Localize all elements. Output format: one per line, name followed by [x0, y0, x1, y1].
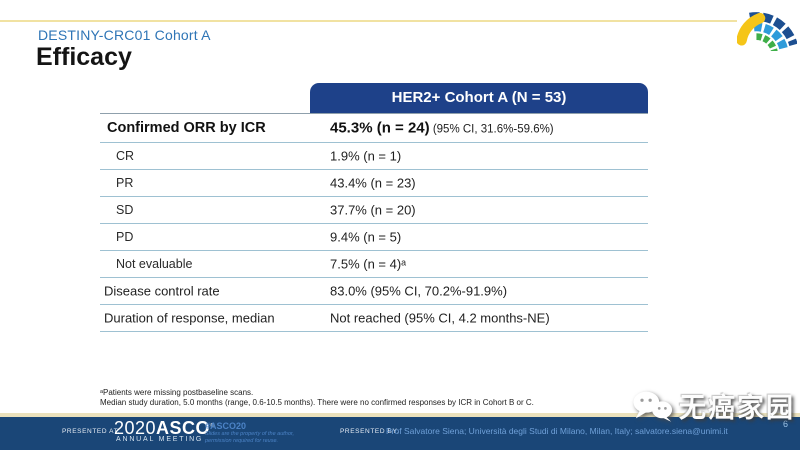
row-value: 1.9% (n = 1): [330, 148, 402, 164]
hashtag-disclaimer: Slides are the property of the author, p…: [205, 431, 294, 444]
table-row-cr: CR 1.9% (n = 1): [100, 143, 648, 170]
row-value: Not reached (95% CI, 4.2 months-NE): [330, 310, 550, 326]
table-row-not-evaluable: Not evaluable 7.5% (n = 4)ᵃ: [100, 251, 648, 278]
meeting-year: 2020: [114, 418, 157, 438]
presented-by-label: PRESENTED BY:: [340, 428, 400, 435]
page-title: Efficacy: [36, 43, 132, 71]
row-value: 37.7% (n = 20): [330, 202, 416, 218]
footer-bar: PRESENTED AT: 2020ASCO® ANNUAL MEETING #…: [0, 417, 800, 450]
row-value: 9.4% (n = 5): [330, 229, 402, 245]
table-row-pr: PR 43.4% (n = 23): [100, 170, 648, 197]
row-label: Not evaluable: [116, 257, 193, 271]
row-label: PR: [116, 176, 134, 190]
row-value: 7.5% (n = 4)ᵃ: [330, 256, 407, 272]
table-row-pd: PD 9.4% (n = 5): [100, 224, 648, 251]
hashtag-disclaimer-line-2: permission required for reuse.: [205, 437, 279, 444]
slide-kicker: DESTINY-CRC01 Cohort A: [38, 27, 211, 43]
row-label: Confirmed ORR by ICR: [107, 120, 266, 136]
watermark-text: 无癌家园: [679, 393, 795, 423]
presented-at-label: PRESENTED AT:: [62, 428, 120, 435]
table-row-sd: SD 37.7% (n = 20): [100, 197, 648, 224]
row-value: 45.3% (n = 24) (95% CI, 31.6%-59.6%): [330, 120, 554, 137]
footnotes: ᵃPatients were missing postbaseline scan…: [100, 388, 534, 408]
footer-divider-rule: [0, 413, 800, 417]
row-label: Disease control rate: [104, 283, 220, 299]
meeting-hashtag: #ASCO20: [205, 421, 247, 431]
table-row-duration-of-response: Duration of response, median Not reached…: [100, 305, 648, 332]
meeting-name: ASCO: [156, 418, 211, 438]
top-divider-rule: [0, 20, 737, 22]
row-value: 83.0% (95% CI, 70.2%-91.9%): [330, 283, 508, 299]
row-label: CR: [116, 149, 135, 163]
row-label: SD: [116, 203, 134, 217]
wechat-icon: [633, 391, 673, 422]
row-value-main: 45.3% (n = 24): [330, 119, 430, 137]
hashtag-disclaimer-line-1: Slides are the property of the author,: [205, 431, 294, 437]
row-value-ci-note: (95% CI, 31.6%-59.6%): [429, 123, 554, 136]
row-label: PD: [116, 230, 134, 244]
table-row-confirmed-orr: Confirmed ORR by ICR 45.3% (n = 24) (95%…: [100, 113, 648, 143]
watermark: 无癌家园: [632, 386, 795, 425]
meeting-subtitle: ANNUAL MEETING: [116, 436, 204, 443]
row-value: 43.4% (n = 23): [330, 175, 416, 191]
asco-2020-meeting-logo-icon: [737, 12, 797, 51]
efficacy-table: HER2+ Cohort A (N = 53) Confirmed ORR by…: [100, 83, 648, 332]
row-label: Duration of response, median: [104, 310, 275, 326]
footnote-line-2: Median study duration, 5.0 months (range…: [100, 398, 534, 407]
presenter-credit: Prof Salvatore Siena; Università degli S…: [386, 426, 728, 436]
table-header-badge: HER2+ Cohort A (N = 53): [310, 83, 648, 113]
registered-mark: ®: [210, 423, 214, 429]
asco-logo-text: 2020ASCO®: [114, 418, 214, 439]
footnote-line-1: ᵃPatients were missing postbaseline scan…: [100, 388, 254, 397]
page-number: 6: [782, 419, 788, 429]
table-row-disease-control-rate: Disease control rate 83.0% (95% CI, 70.2…: [100, 278, 648, 305]
